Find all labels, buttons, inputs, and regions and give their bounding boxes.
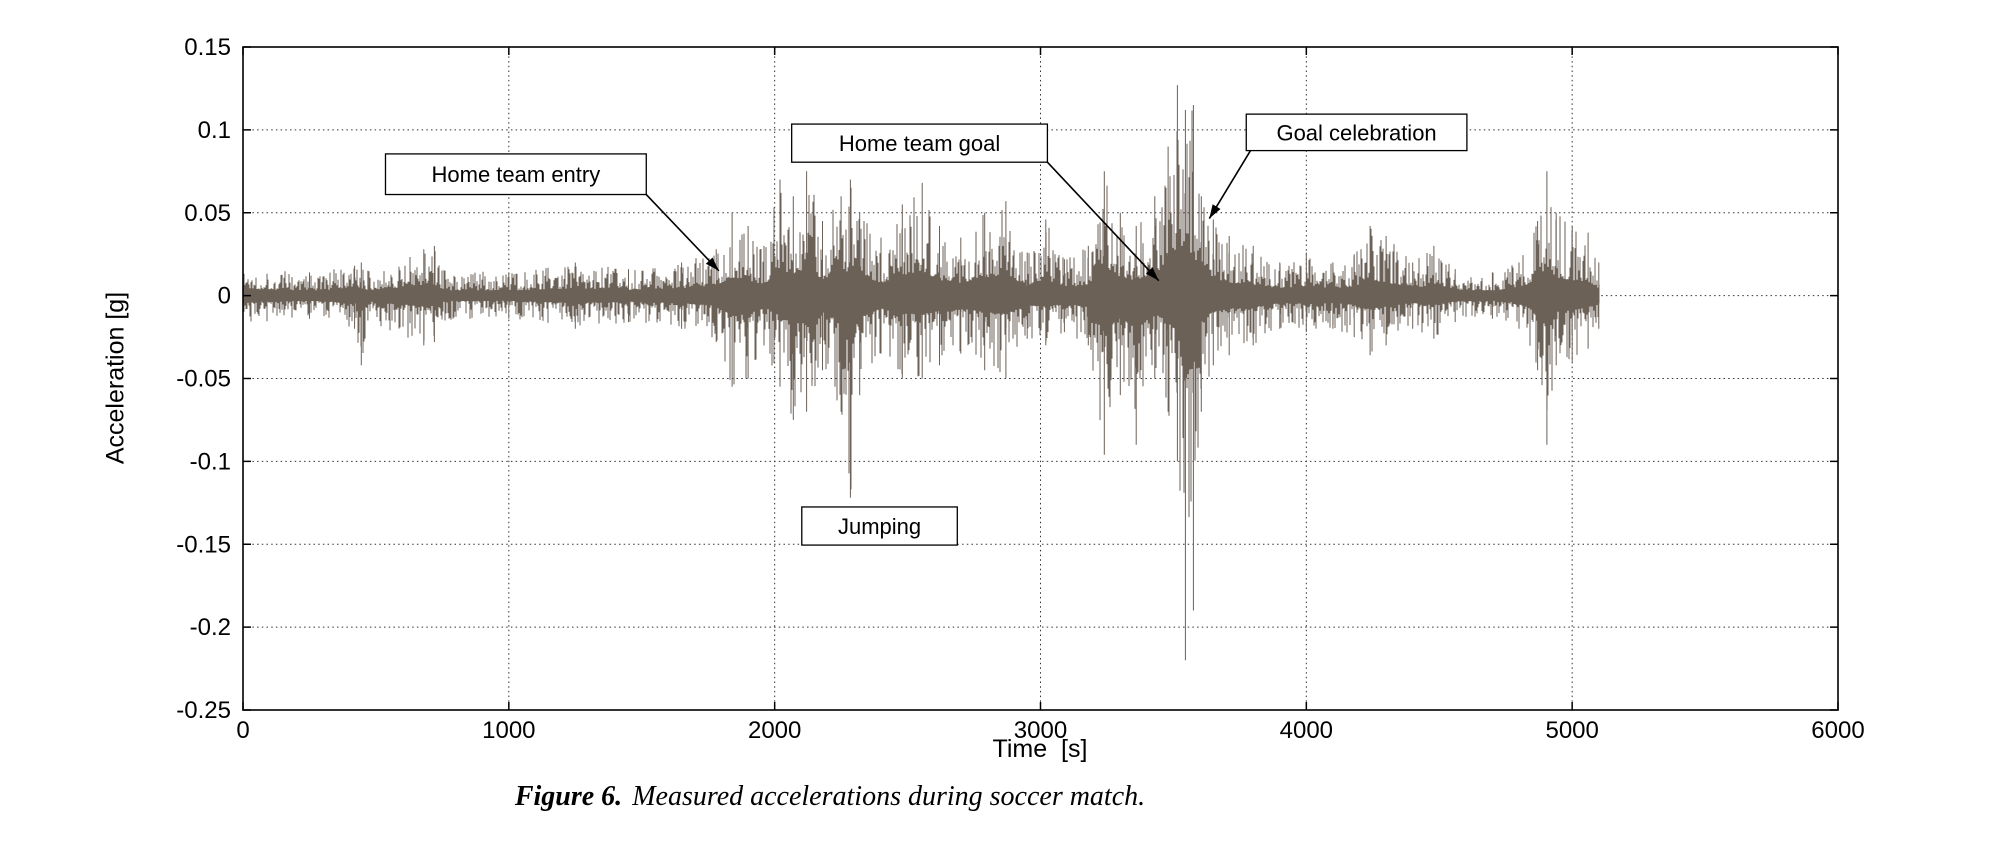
x-tick-label: 5000 (1545, 717, 1598, 744)
annotation-home-team-entry-arrow (645, 193, 720, 272)
annotation-jumping-label: Jumping (838, 514, 921, 539)
y-tick-label: 0 (218, 283, 231, 310)
y-tick-label: 0.15 (184, 34, 231, 61)
x-axis-label: Time [s] (992, 735, 1088, 763)
x-tick-label: 1000 (482, 717, 535, 744)
y-tick-label: -0.05 (176, 366, 231, 393)
y-tick-label: 0.1 (198, 117, 231, 144)
y-tick-label: -0.15 (176, 531, 231, 558)
figure-caption: Figure 6. Measured accelerations during s… (0, 781, 1660, 813)
y-tick-label: -0.2 (190, 614, 231, 641)
annotation-home-team-entry-arrowhead (705, 257, 719, 271)
x-tick-label: 6000 (1811, 717, 1864, 744)
acceleration-chart: Home team entry Home team goal Goal celebr… (176, 34, 1864, 744)
y-tick-label: -0.25 (176, 697, 231, 724)
annotation-goal-celebration-label: Goal celebration (1276, 120, 1436, 145)
x-tick-label: 0 (236, 717, 249, 744)
figure-caption-prefix: Figure 6. (514, 781, 623, 812)
annotation-home-team-goal-label: Home team goal (839, 131, 1000, 156)
annotation-jumping-box (801, 506, 958, 546)
y-tick-label: 0.05 (184, 200, 231, 227)
annotation-home-team-goal-arrowhead (1145, 267, 1159, 281)
y-axis-label: Acceleration [g] (101, 291, 130, 465)
annotation-home-team-entry-box (384, 153, 647, 196)
x-tick-label: 2000 (748, 717, 801, 744)
annotation-home-team-goal-box (791, 123, 1049, 163)
y-tick-label: -0.1 (190, 448, 231, 475)
annotation-goal-celebration-arrowhead (1209, 204, 1221, 219)
x-tick-label: 4000 (1280, 717, 1333, 744)
annotation-home-team-entry-label: Home team entry (432, 162, 601, 187)
annotation-home-team-goal-arrow (1046, 161, 1160, 282)
figure-caption-text: Measured accelerations during soccer mat… (632, 781, 1146, 812)
x-tick-label: 3000 (1014, 717, 1067, 744)
annotation-goal-celebration-box (1245, 113, 1468, 152)
